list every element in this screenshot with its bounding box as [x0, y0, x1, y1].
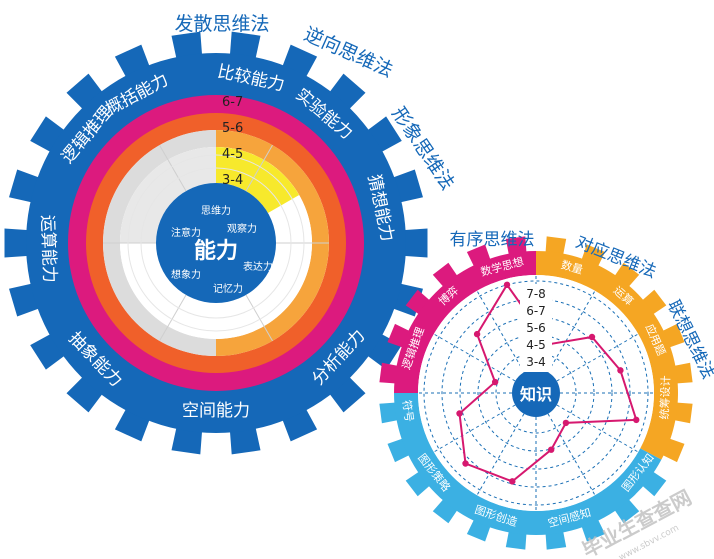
ability-level-label: 4-5 — [222, 147, 243, 162]
ability-guide-ring — [140, 167, 292, 319]
ability-inner-label: 注意力 — [171, 226, 201, 239]
knowledge-profile-dot — [473, 330, 481, 338]
knowledge-arc-magenta — [394, 251, 536, 393]
knowledge-profile-dot — [562, 419, 570, 427]
knowledge-level-label: 6-7 — [526, 304, 546, 318]
knowledge-profile-dot — [588, 333, 596, 341]
knowledge-profile-dot — [503, 281, 511, 289]
knowledge-profile-dot — [633, 416, 640, 424]
knowledge-grid-ring — [423, 280, 649, 506]
outer-label-reverse: 逆向思维法 — [301, 23, 397, 82]
ability-level-label: 6-7 — [222, 95, 243, 110]
knowledge-gear: 知识 7-86-75-64-53-4 数学思想 数量运算应用题统筹设计图形认知空间… — [379, 236, 693, 550]
ability-level-label: 5-6 — [222, 121, 243, 136]
ability-spoke — [159, 144, 187, 192]
ability-center-label: 能力 — [194, 238, 238, 264]
knowledge-profile-dot — [617, 367, 624, 374]
knowledge-profile-dots — [456, 281, 640, 485]
ability-spoke — [245, 144, 273, 192]
ability-tooth-label: 运算能力 — [37, 215, 59, 284]
ability-core — [156, 183, 276, 303]
ability-inner-label: 观察力 — [227, 222, 257, 235]
knowledge-arc-orange — [536, 251, 678, 460]
knowledge-teeth-segment — [545, 236, 693, 463]
knowledge-teeth-segment — [379, 402, 667, 550]
ability-inner-label: 思维力 — [201, 204, 231, 217]
knowledge-grid-ring — [459, 316, 613, 470]
ability-gear: 思维力观察力表达力记忆力想象力注意力 能力 6-75-64-53-4 概括能力比… — [4, 31, 428, 455]
outer-label-ordered: 有序思维法 — [450, 230, 535, 250]
knowledge-level-labels: 7-8 6-7 5-6 4-5 3-4 — [520, 284, 552, 372]
outer-label-divergent: 发散思维法 — [174, 13, 269, 35]
knowledge-level-label: 7-8 — [526, 287, 546, 301]
ability-level-labels: 6-7 5-6 4-5 3-4 — [222, 95, 243, 188]
knowledge-arc-cyan — [394, 393, 662, 535]
knowledge-ring-label: 数量 — [560, 258, 585, 277]
knowledge-profile-dot — [509, 478, 516, 485]
knowledge-level-box — [520, 284, 552, 372]
knowledge-level-label: 3-4 — [526, 355, 546, 369]
knowledge-level-label: 5-6 — [526, 321, 546, 335]
knowledge-teeth-segment — [379, 236, 527, 384]
ability-ring-4-5-sector — [216, 130, 329, 356]
knowledge-ring-label: 统筹设计 — [657, 375, 673, 419]
knowledge-profile-dot — [462, 460, 469, 467]
knowledge-profile-dot — [456, 410, 463, 417]
knowledge-profile-dot — [547, 446, 555, 453]
ability-spoke — [245, 294, 273, 342]
knowledge-level-label: 4-5 — [526, 338, 546, 352]
ability-ring-3-4-gray-sector — [120, 147, 216, 243]
knowledge-core — [512, 369, 560, 417]
knowledge-center-label: 知识 — [520, 385, 552, 404]
knowledge-grid-ring — [441, 298, 631, 488]
ability-inner-label: 想象力 — [171, 268, 201, 281]
ability-spokes — [103, 144, 329, 342]
knowledge-profile-dot — [491, 378, 499, 386]
ability-spoke — [159, 294, 187, 342]
knowledge-ring-label: 符号 — [400, 399, 416, 423]
ability-level-label: 3-4 — [222, 173, 243, 188]
ability-guide-ring — [127, 154, 305, 332]
ability-inner-label: 表达力 — [243, 260, 273, 273]
ability-tooth-label: 空间能力 — [182, 401, 250, 421]
ability-ring-gray-sector — [103, 130, 216, 356]
ability-inner-label: 记忆力 — [213, 282, 243, 295]
